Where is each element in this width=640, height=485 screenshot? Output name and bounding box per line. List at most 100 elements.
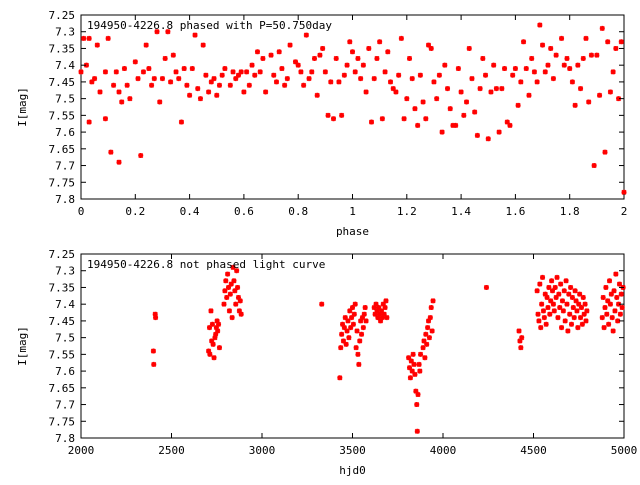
y-tick-label: 7.65	[49, 143, 76, 156]
unphased-points	[150, 264, 626, 434]
phased-data-point	[347, 39, 353, 45]
phased-data-point	[102, 69, 109, 75]
phased-data-point	[507, 122, 513, 128]
unphased-data-point	[343, 341, 349, 347]
phased-data-point	[520, 39, 527, 45]
phased-data-point	[203, 72, 209, 78]
unphased-data-point	[534, 288, 540, 294]
phased-data-point	[431, 79, 437, 85]
phased-data-point	[140, 69, 147, 75]
unphased-data-point	[209, 321, 215, 327]
phased-data-point	[89, 79, 95, 85]
phased-data-point	[531, 69, 537, 75]
unphased-data-point	[570, 304, 576, 311]
phased-data-point	[151, 75, 157, 82]
unphased-data-point	[223, 278, 229, 284]
unphased-data-point	[358, 318, 364, 324]
unphased-data-point	[377, 318, 384, 324]
phased-data-point	[352, 69, 358, 75]
unphased-data-point	[380, 301, 386, 307]
unphased-data-point	[428, 304, 434, 311]
unphased-data-point	[347, 308, 353, 314]
phased-data-point	[616, 96, 622, 102]
phased-data-point	[366, 45, 372, 52]
unphased-data-point	[563, 278, 569, 284]
phased-data-point	[276, 49, 282, 55]
unphased-data-point	[425, 318, 432, 324]
unphased-data-point	[579, 321, 585, 327]
unphased-data-point	[338, 345, 344, 351]
phased-data-point	[382, 69, 388, 75]
unphased-data-point	[518, 345, 524, 351]
unphased-data-point	[421, 338, 427, 344]
phased-data-point	[553, 52, 559, 58]
phased-data-point	[374, 55, 380, 62]
phased-data-point	[165, 29, 171, 35]
phased-data-point	[227, 82, 233, 88]
y-tick-label: 7.75	[49, 176, 76, 189]
unphased-data-point	[237, 298, 243, 304]
phased-data-point	[548, 45, 554, 52]
unphased-data-point	[227, 291, 233, 297]
phased-data-point	[303, 32, 309, 38]
phased-data-point	[113, 69, 119, 75]
unphased-data-point	[236, 308, 242, 314]
phased-data-point	[466, 45, 472, 52]
unphased-data-point	[225, 271, 231, 277]
phased-data-point	[542, 69, 548, 75]
phased-data-point	[385, 49, 391, 55]
x-tick-label: 2	[621, 205, 628, 218]
phased-data-point	[387, 79, 394, 85]
unphased-data-point	[415, 391, 421, 398]
unphased-data-point	[566, 291, 572, 297]
phased-data-point	[284, 75, 290, 82]
phased-data-point	[159, 75, 166, 82]
phased-data-point	[230, 69, 236, 75]
phased-data-point	[108, 149, 114, 155]
phased-data-point	[105, 35, 111, 41]
phased-data-point	[138, 152, 144, 159]
phased-data-point	[561, 62, 567, 68]
phased-data-point	[567, 65, 573, 72]
phased-data-point	[401, 116, 407, 122]
unphased-data-point	[581, 311, 587, 317]
phased-data-point	[238, 69, 244, 75]
phased-data-point	[406, 55, 413, 62]
phased-data-point	[233, 75, 239, 82]
unphased-data-point	[215, 321, 222, 327]
unphased-data-point	[373, 301, 379, 307]
y-tick-label: 7.45	[49, 315, 76, 328]
unphased-data-point	[209, 338, 215, 344]
phased-data-point	[341, 72, 347, 78]
unphased-data-point	[345, 318, 351, 324]
unphased-data-point	[618, 291, 624, 297]
unphased-data-point	[358, 331, 365, 337]
phased-data-point	[200, 42, 206, 48]
unphased-data-point	[602, 304, 608, 311]
unphased-data-point	[537, 281, 543, 287]
x-tick-label: 4500	[520, 444, 547, 457]
unphased-data-point	[605, 298, 611, 304]
unphased-data-point	[519, 335, 525, 341]
unphased-data-point	[539, 274, 546, 280]
x-tick-label: 3500	[339, 444, 366, 457]
phased-data-point	[510, 72, 516, 78]
phased-data-point	[197, 96, 204, 102]
phased-data-point	[491, 62, 497, 68]
unphased-data-point	[616, 301, 622, 307]
unphased-x-axis-label: hjd0	[339, 464, 366, 477]
unphased-data-point	[206, 348, 212, 354]
unphased-data-point	[584, 308, 590, 314]
unphased-data-point	[412, 371, 418, 378]
phased-y-ticks: 7.25 7.3 7.35 7.4 7.45 7.5 7.55 7.6 7.65 7.7 7.75 7…	[49, 9, 624, 206]
unphased-data-point	[564, 301, 570, 307]
phased-data-point	[434, 96, 440, 102]
phased-data-point	[254, 49, 261, 55]
phased-data-point	[379, 116, 385, 122]
unphased-data-point	[555, 314, 561, 321]
phased-data-point	[325, 112, 331, 118]
unphased-data-point	[408, 358, 414, 364]
unphased-data-point	[407, 375, 413, 381]
unphased-data-point	[558, 325, 565, 331]
